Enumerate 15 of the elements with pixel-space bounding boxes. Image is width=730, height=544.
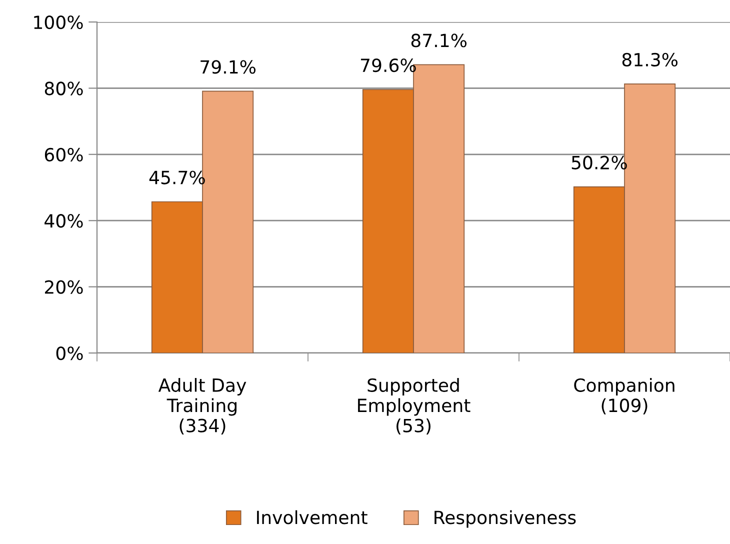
y-tick-label: 0% bbox=[56, 346, 83, 360]
y-tick-label: 100% bbox=[34, 15, 83, 30]
data-label: 87.1% bbox=[411, 34, 467, 48]
x-tick-label: Supported Employment (53) bbox=[358, 378, 470, 435]
y-tick-label: 60% bbox=[44, 148, 83, 162]
data-label: 79.6% bbox=[360, 58, 416, 72]
y-tick-label: 80% bbox=[44, 82, 83, 96]
legend-label: Involvement bbox=[257, 510, 368, 524]
y-tick-label: 40% bbox=[44, 214, 83, 228]
y-tick-label: 20% bbox=[44, 280, 83, 294]
x-tick-label: Adult Day Training (334) bbox=[158, 378, 246, 435]
data-label: 79.1% bbox=[200, 60, 256, 74]
legend-label: Responsiveness bbox=[434, 510, 576, 528]
x-tick-label: Companion (109) bbox=[574, 378, 674, 414]
data-label: 81.3% bbox=[622, 52, 678, 67]
